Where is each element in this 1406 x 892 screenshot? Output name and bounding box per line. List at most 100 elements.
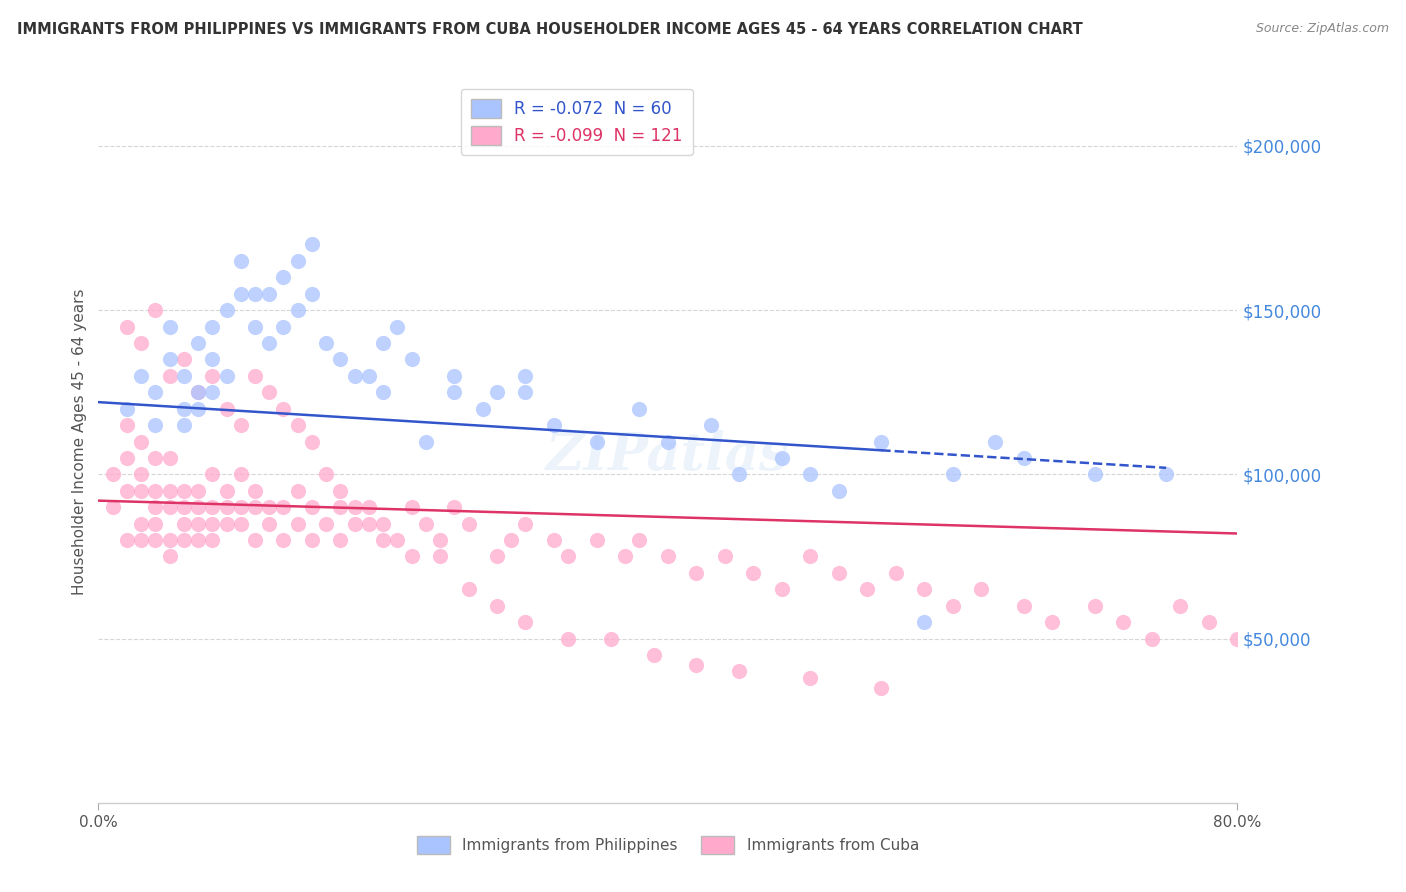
Point [243, 500, 266, 515]
Point [1084, 599, 1107, 613]
Point [1154, 467, 1177, 482]
Point [870, 681, 893, 695]
Point [942, 467, 965, 482]
Point [243, 368, 266, 383]
Point [129, 516, 152, 531]
Point [101, 500, 124, 515]
Point [115, 418, 138, 433]
Point [301, 533, 323, 547]
Point [828, 483, 851, 498]
Point [201, 385, 224, 400]
Point [828, 566, 851, 580]
Point [273, 319, 295, 334]
Point [159, 368, 181, 383]
Point [243, 286, 266, 301]
Point [429, 533, 451, 547]
Point [173, 483, 195, 498]
Point [486, 599, 509, 613]
Point [515, 385, 537, 400]
Point [343, 368, 366, 383]
Point [799, 549, 821, 564]
Point [287, 483, 309, 498]
Point [229, 516, 252, 531]
Point [159, 549, 181, 564]
Point [259, 286, 281, 301]
Point [856, 582, 879, 597]
Point [187, 385, 209, 400]
Point [912, 582, 935, 597]
Point [373, 516, 395, 531]
Point [770, 582, 793, 597]
Point [742, 566, 765, 580]
Point [129, 336, 152, 351]
Point [273, 500, 295, 515]
Point [187, 516, 209, 531]
Point [643, 648, 665, 662]
Point [173, 352, 195, 367]
Point [315, 516, 337, 531]
Point [173, 401, 195, 416]
Y-axis label: Householder Income Ages 45 - 64 years: Householder Income Ages 45 - 64 years [72, 288, 87, 595]
Point [173, 533, 195, 547]
Point [259, 516, 281, 531]
Point [585, 434, 607, 449]
Point [315, 336, 337, 351]
Point [243, 533, 266, 547]
Point [600, 632, 623, 646]
Text: IMMIGRANTS FROM PHILIPPINES VS IMMIGRANTS FROM CUBA HOUSEHOLDER INCOME AGES 45 -: IMMIGRANTS FROM PHILIPPINES VS IMMIGRANT… [17, 22, 1083, 37]
Point [173, 500, 195, 515]
Point [728, 665, 751, 679]
Point [229, 253, 252, 268]
Point [685, 566, 707, 580]
Point [115, 401, 138, 416]
Point [187, 336, 209, 351]
Point [401, 352, 423, 367]
Point [173, 418, 195, 433]
Point [415, 434, 437, 449]
Point [870, 434, 893, 449]
Point [187, 483, 209, 498]
Point [543, 418, 565, 433]
Point [215, 303, 238, 318]
Point [201, 352, 224, 367]
Point [115, 450, 138, 465]
Point [145, 500, 167, 515]
Point [315, 467, 337, 482]
Point [357, 516, 380, 531]
Point [129, 467, 152, 482]
Point [129, 483, 152, 498]
Point [159, 319, 181, 334]
Point [229, 418, 252, 433]
Point [685, 657, 707, 672]
Point [799, 671, 821, 685]
Point [329, 500, 352, 515]
Point [329, 352, 352, 367]
Point [273, 270, 295, 285]
Point [699, 418, 721, 433]
Point [259, 385, 281, 400]
Point [443, 368, 465, 383]
Point [429, 549, 451, 564]
Point [373, 336, 395, 351]
Point [287, 303, 309, 318]
Point [387, 533, 409, 547]
Point [1084, 467, 1107, 482]
Point [201, 500, 224, 515]
Point [970, 582, 993, 597]
Point [628, 533, 651, 547]
Point [515, 615, 537, 630]
Point [401, 549, 423, 564]
Point [329, 533, 352, 547]
Point [201, 368, 224, 383]
Point [243, 319, 266, 334]
Point [357, 368, 380, 383]
Point [515, 368, 537, 383]
Point [201, 533, 224, 547]
Point [301, 500, 323, 515]
Point [301, 237, 323, 252]
Legend: Immigrants from Philippines, Immigrants from Cuba: Immigrants from Philippines, Immigrants … [411, 830, 925, 860]
Point [287, 418, 309, 433]
Point [714, 549, 737, 564]
Text: Source: ZipAtlas.com: Source: ZipAtlas.com [1256, 22, 1389, 36]
Point [515, 516, 537, 531]
